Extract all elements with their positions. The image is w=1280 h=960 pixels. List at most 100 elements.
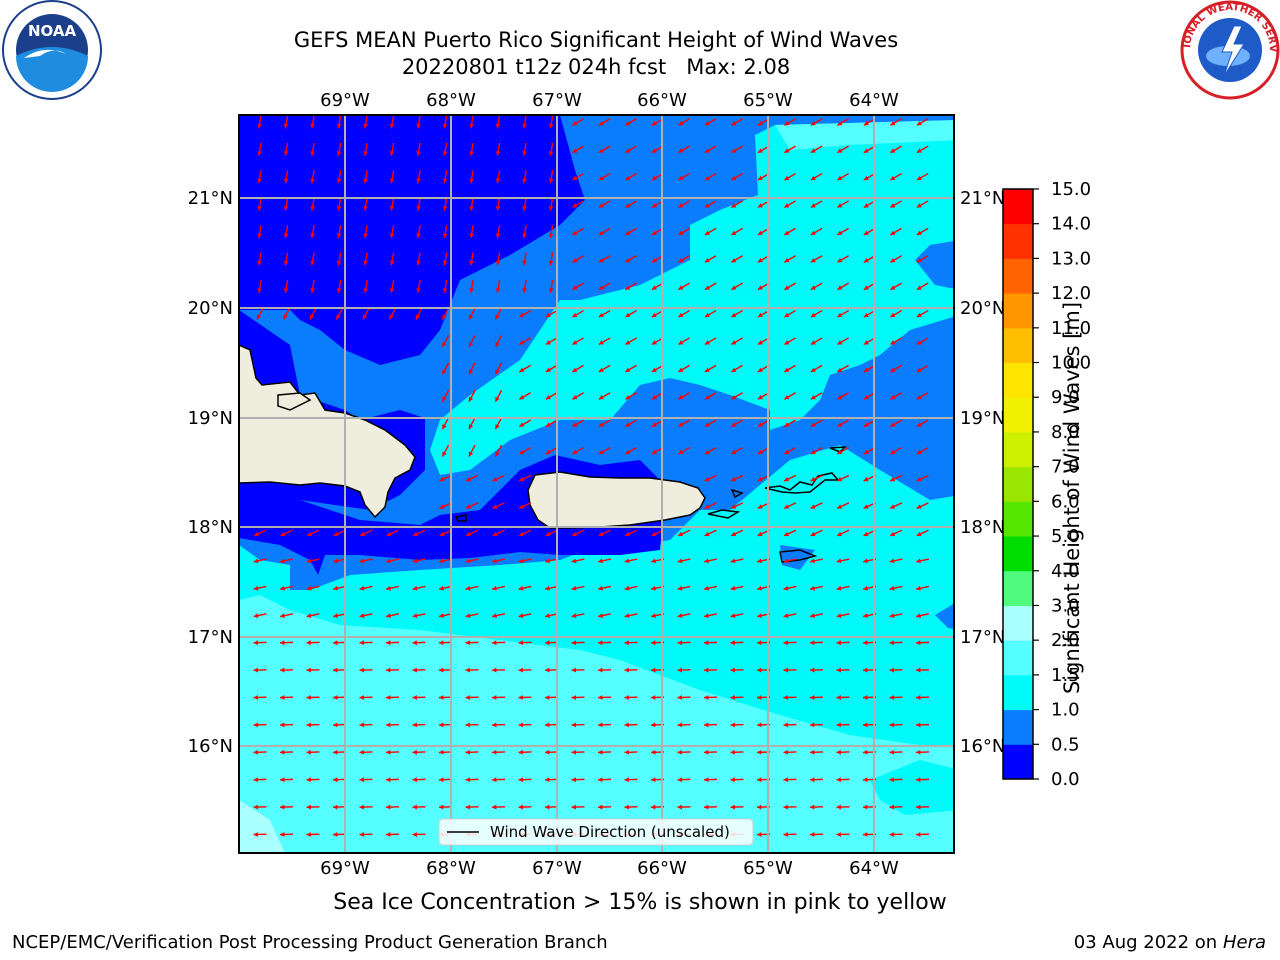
wave-direction-arrow (624, 749, 638, 755)
colorbar-block (1003, 362, 1033, 398)
wave-direction-arrow (783, 667, 797, 673)
lat-label: 21°N (188, 188, 233, 209)
wave-direction-arrow (522, 115, 527, 129)
wave-direction-arrow (412, 558, 426, 564)
wave-direction-arrow (889, 722, 903, 728)
wave-direction-arrow (283, 252, 289, 266)
map-frame (238, 114, 955, 854)
wave-direction-arrow (783, 613, 797, 618)
wave-direction-arrow (571, 613, 585, 618)
wave-direction-arrow (544, 558, 559, 564)
colorbar-label: Significant Height of Wind Waves [m] (1060, 301, 1084, 695)
wave-direction-arrow (412, 585, 426, 591)
wave-direction-arrow (257, 252, 262, 266)
wave-direction-arrow (915, 667, 930, 673)
wave-direction-arrow (625, 419, 637, 428)
wave-direction-arrow (624, 558, 638, 564)
wave-direction-arrow (494, 389, 503, 403)
lon-label: 68°W (426, 858, 476, 879)
colorbar-tick-label: 10.0 (1051, 353, 1091, 374)
colorbar-block (1003, 570, 1033, 606)
wave-direction-arrow (784, 282, 796, 291)
wave-direction-arrow (442, 279, 448, 293)
wave-direction-arrow (677, 640, 691, 646)
wave-direction-arrow (412, 722, 426, 728)
wave-direction-arrow (253, 529, 267, 537)
wave-direction-arrow (545, 392, 558, 400)
colorbar-tick-label: 7.0 (1051, 457, 1080, 478)
colorbar-block (1003, 536, 1033, 572)
wave-direction-arrow (359, 749, 373, 755)
wave-direction-arrow (810, 419, 823, 428)
wave-direction-arrow (704, 337, 717, 346)
wave-direction-arrow (283, 142, 289, 156)
wave-direction-arrow (359, 640, 373, 646)
colorbar-tick-label: 11.0 (1051, 318, 1091, 339)
wave-direction-arrow (598, 118, 611, 126)
wave-direction-arrow (279, 640, 294, 646)
wave-direction-arrow (890, 419, 902, 428)
wave-direction-arrow (518, 613, 532, 618)
wave-direction-arrow (492, 529, 505, 537)
wave-direction-arrow (598, 364, 611, 373)
wave-direction-arrow (442, 170, 448, 184)
wave-direction-arrow (465, 749, 479, 755)
lon-label: 65°W (743, 858, 793, 879)
wave-direction-arrow (730, 558, 744, 564)
wave-direction-arrow (572, 309, 584, 318)
wave-direction-arrow (915, 558, 930, 564)
wave-direction-arrow (522, 225, 527, 239)
wave-direction-arrow (492, 502, 505, 509)
wave-direction-arrow (495, 252, 501, 266)
wave-direction-arrow (438, 558, 453, 564)
wave-direction-arrow (519, 337, 531, 346)
footer-host: Hera (1222, 932, 1266, 953)
wave-direction-arrow (836, 695, 850, 700)
wave-direction-arrow (571, 804, 585, 810)
lon-label: 68°W (426, 90, 476, 111)
wave-direction-arrow (598, 309, 611, 318)
wave-direction-arrow (283, 115, 289, 129)
lon-label: 69°W (320, 858, 370, 879)
wave-direction-arrow (703, 667, 718, 673)
wave-direction-arrow (783, 585, 797, 591)
wave-direction-arrow (442, 252, 448, 266)
wave-direction-arrow (704, 474, 717, 482)
wave-direction-arrow (810, 118, 823, 126)
wave-direction-arrow (310, 279, 315, 293)
wave-direction-arrow (279, 558, 294, 564)
wave-direction-arrow (518, 777, 532, 783)
wave-direction-arrow (438, 640, 453, 646)
wave-direction-arrow (597, 695, 612, 700)
wave-direction-arrow (332, 722, 347, 728)
wave-direction-arrow (731, 145, 743, 154)
wave-direction-arrow (916, 200, 929, 209)
wave-direction-arrow (416, 279, 421, 293)
wave-direction-arrow (257, 142, 262, 156)
wave-direction-arrow (363, 115, 368, 129)
wave-direction-arrow (306, 804, 320, 810)
wave-direction-arrow (915, 640, 930, 646)
colorbar-tick-label: 15.0 (1051, 179, 1091, 200)
wave-direction-arrow (465, 529, 479, 537)
mona-island (454, 514, 467, 522)
wave-direction-arrow (783, 474, 797, 482)
wave-direction-arrow (306, 529, 320, 537)
wave-direction-arrow (730, 804, 744, 810)
wave-direction-arrow (279, 722, 294, 728)
wave-direction-arrow (495, 225, 501, 239)
wave-direction-arrow (416, 225, 421, 239)
wave-direction-arrow (548, 225, 554, 239)
wave-direction-arrow (810, 145, 823, 154)
wave-direction-arrow (389, 279, 395, 293)
wave-direction-arrow (704, 172, 717, 181)
wave-direction-arrow (465, 502, 479, 509)
wave-direction-arrow (359, 804, 373, 810)
wave-direction-arrow (468, 444, 476, 457)
wave-direction-arrow (624, 613, 638, 618)
lat-labels-right: 21°N 20°N 19°N 18°N 17°N 16°N (960, 188, 1005, 757)
band-0p5-1p0-ne (915, 241, 954, 289)
wave-direction-arrow (336, 225, 342, 239)
wave-direction-arrow (703, 749, 718, 755)
wave-direction-arrow (412, 695, 426, 700)
